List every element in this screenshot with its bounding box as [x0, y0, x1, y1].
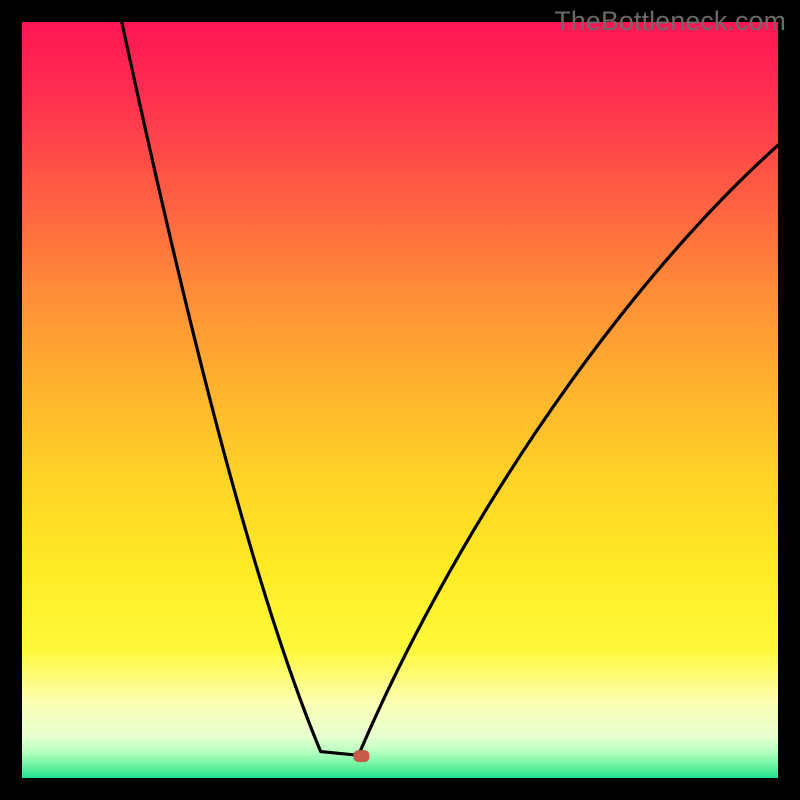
chart-stage: TheBottleneck.com [0, 0, 800, 800]
frame-right [778, 0, 800, 800]
bottleneck-curve [122, 22, 778, 755]
chart-overlay [22, 22, 778, 778]
valley-marker [353, 750, 369, 762]
watermark-text: TheBottleneck.com [554, 6, 786, 37]
plot-area [22, 22, 778, 778]
frame-left [0, 0, 22, 800]
frame-bottom [0, 778, 800, 800]
